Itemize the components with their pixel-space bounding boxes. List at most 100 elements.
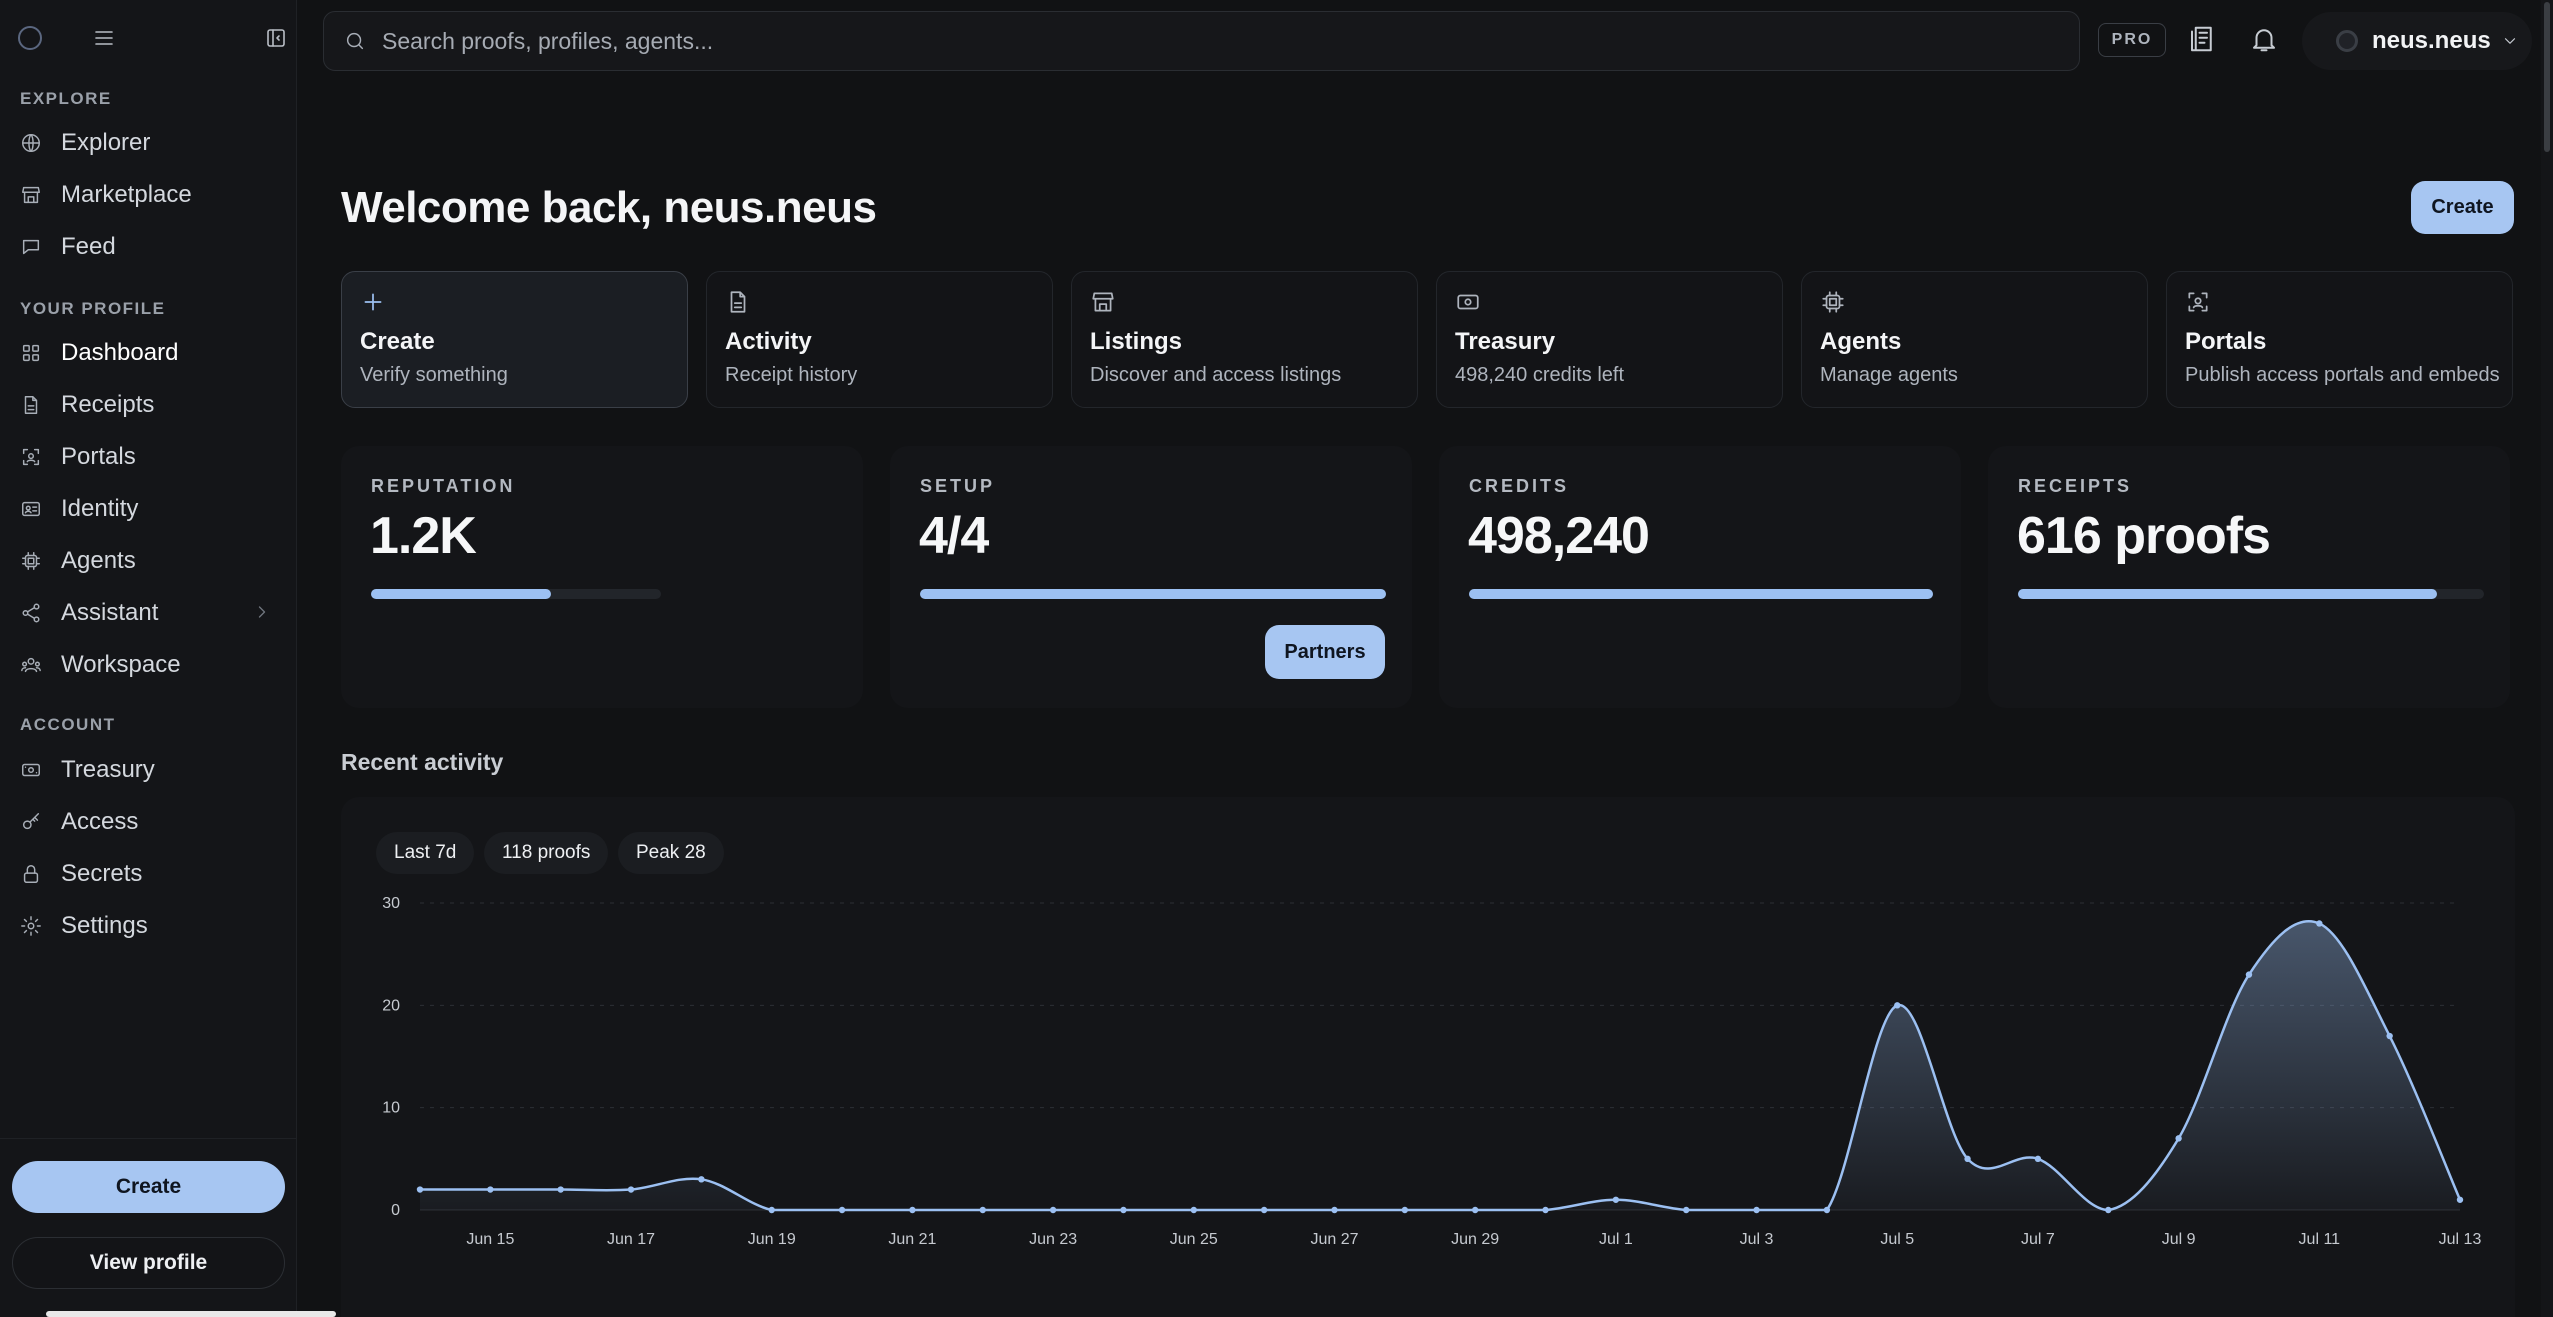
data-point	[1190, 1206, 1197, 1214]
username: neus.neus	[2372, 27, 2491, 54]
sidebar-item-assistant[interactable]: Assistant	[12, 590, 284, 636]
data-point	[979, 1206, 986, 1214]
series-area	[420, 921, 2460, 1210]
sidebar-item-label: Agents	[61, 547, 136, 574]
data-point	[1612, 1196, 1620, 1203]
sidebar-item-receipts[interactable]: Receipts	[12, 382, 284, 428]
quick-action-subtitle: Publish access portals and embeds	[2185, 364, 2500, 386]
quick-action-activity[interactable]: Activity Receipt history	[706, 271, 1053, 408]
data-point	[2245, 971, 2253, 978]
data-point	[909, 1206, 916, 1214]
stat-card-setup: SETUP 4/4 Partners	[890, 446, 1412, 708]
data-point	[487, 1186, 494, 1193]
store-icon	[20, 182, 46, 208]
user-menu[interactable]: neus.neus	[2302, 12, 2532, 70]
sidebar-item-workspace[interactable]: Workspace	[12, 642, 284, 688]
stat-label: SETUP	[920, 476, 996, 496]
sidebar-item-agents[interactable]: Agents	[12, 538, 284, 584]
data-point	[1120, 1206, 1127, 1214]
x-tick-label: Jun 23	[1029, 1231, 1077, 1248]
data-point	[1260, 1206, 1268, 1214]
search-input[interactable]	[382, 27, 1982, 55]
partners-button[interactable]: Partners	[1265, 625, 1385, 679]
sidebar-collapse-icon[interactable]	[264, 26, 288, 50]
sidebar-scrollbar[interactable]	[46, 1311, 336, 1317]
x-tick-label: Jun 27	[1310, 1231, 1358, 1248]
stat-value: 616 proofs	[2017, 507, 2271, 565]
chip-peak: Peak 28	[618, 832, 724, 874]
gear-icon	[20, 913, 46, 939]
progress-bar	[1469, 589, 1933, 599]
x-tick-label: Jun 21	[888, 1231, 936, 1248]
quick-action-treasury[interactable]: Treasury 498,240 credits left	[1436, 271, 1783, 408]
id-card-icon	[20, 496, 46, 522]
sidebar-item-secrets[interactable]: Secrets	[12, 851, 284, 897]
docs-icon[interactable]	[2187, 24, 2217, 54]
sidebar-item-label: Access	[61, 808, 139, 835]
stat-value: 4/4	[919, 507, 989, 565]
section-label-account: ACCOUNT	[20, 715, 116, 734]
progress-bar	[371, 589, 661, 599]
sidebar: EXPLORE Explorer Marketplace Feed YOUR P…	[0, 0, 336, 1317]
x-tick-label: Jul 3	[1740, 1231, 1774, 1248]
stat-card-receipts: RECEIPTS 616 proofs	[1988, 446, 2510, 708]
logo-icon[interactable]	[18, 26, 42, 50]
sidebar-item-portals[interactable]: Portals	[12, 434, 284, 480]
activity-chart: 0 10 20 30 Jun 15 Jun 17 Jun 19 Jun 21 Jun 23 Jun…	[382, 895, 2481, 1248]
banknote-icon	[20, 757, 46, 783]
menu-icon[interactable]	[92, 26, 116, 50]
sidebar-item-settings[interactable]: Settings	[12, 903, 284, 949]
data-point	[557, 1186, 564, 1193]
sidebar-item-label: Explorer	[61, 129, 151, 156]
chip-range[interactable]: Last 7d	[376, 832, 475, 874]
sidebar-item-dashboard[interactable]: Dashboard	[12, 330, 284, 376]
create-button[interactable]: Create	[2411, 181, 2514, 234]
sidebar-item-marketplace[interactable]: Marketplace	[12, 172, 284, 218]
sidebar-item-access[interactable]: Access	[12, 799, 284, 845]
sidebar-item-label: Settings	[61, 912, 148, 939]
stat-label: CREDITS	[1469, 476, 1570, 496]
scrollbar-thumb[interactable]	[2544, 2, 2550, 152]
section-label-explore: EXPLORE	[20, 89, 112, 108]
grid-icon	[20, 340, 46, 366]
data-point	[2316, 920, 2323, 927]
quick-action-title: Treasury	[1455, 328, 1556, 355]
data-point	[1401, 1206, 1409, 1214]
quick-action-create[interactable]: Create Verify something	[341, 271, 688, 408]
sidebar-item-label: Assistant	[61, 599, 159, 626]
search-bar[interactable]	[323, 11, 2080, 71]
plus-icon	[360, 289, 386, 315]
data-point	[1049, 1206, 1057, 1214]
banknote-icon	[1455, 289, 1481, 315]
sidebar-item-treasury[interactable]: Treasury	[12, 747, 284, 793]
quick-action-agents[interactable]: Agents Manage agents	[1801, 271, 2148, 408]
data-point	[1542, 1206, 1549, 1214]
page-scrollbar[interactable]	[2541, 0, 2553, 1317]
data-point	[1823, 1206, 1831, 1214]
progress-fill	[1469, 589, 1933, 599]
quick-action-subtitle: Discover and access listings	[1090, 364, 1342, 386]
data-point	[768, 1206, 775, 1214]
y-tick-label: 30	[382, 895, 400, 912]
x-tick-label: Jun 25	[1170, 1231, 1218, 1248]
activity-chart-card: Last 7d 118 proofs Peak 28 0 10 20 30 Jun 15…	[341, 797, 2515, 1317]
workspace-icon	[20, 652, 46, 678]
data-point	[2034, 1155, 2042, 1163]
sidebar-item-explorer[interactable]: Explorer	[12, 120, 284, 166]
sidebar-item-label: Workspace	[61, 651, 181, 678]
stat-label: REPUTATION	[371, 476, 516, 496]
sidebar-item-identity[interactable]: Identity	[12, 486, 284, 532]
sidebar-create-button[interactable]: Create	[12, 1161, 285, 1213]
quick-action-listings[interactable]: Listings Discover and access listings	[1071, 271, 1418, 408]
chat-icon	[20, 234, 46, 260]
quick-action-title: Portals	[2185, 328, 2267, 355]
page-title: Welcome back, neus.neus	[341, 183, 877, 232]
view-profile-button[interactable]: View profile	[12, 1237, 285, 1289]
recent-activity-title: Recent activity	[341, 749, 504, 775]
pro-badge: PRO	[2098, 23, 2166, 57]
bell-icon[interactable]	[2249, 24, 2279, 54]
quick-action-portals[interactable]: Portals Publish access portals and embed…	[2166, 271, 2513, 408]
scan-icon	[2185, 289, 2211, 315]
sidebar-item-feed[interactable]: Feed	[12, 224, 284, 270]
quick-action-title: Agents	[1820, 328, 1902, 355]
